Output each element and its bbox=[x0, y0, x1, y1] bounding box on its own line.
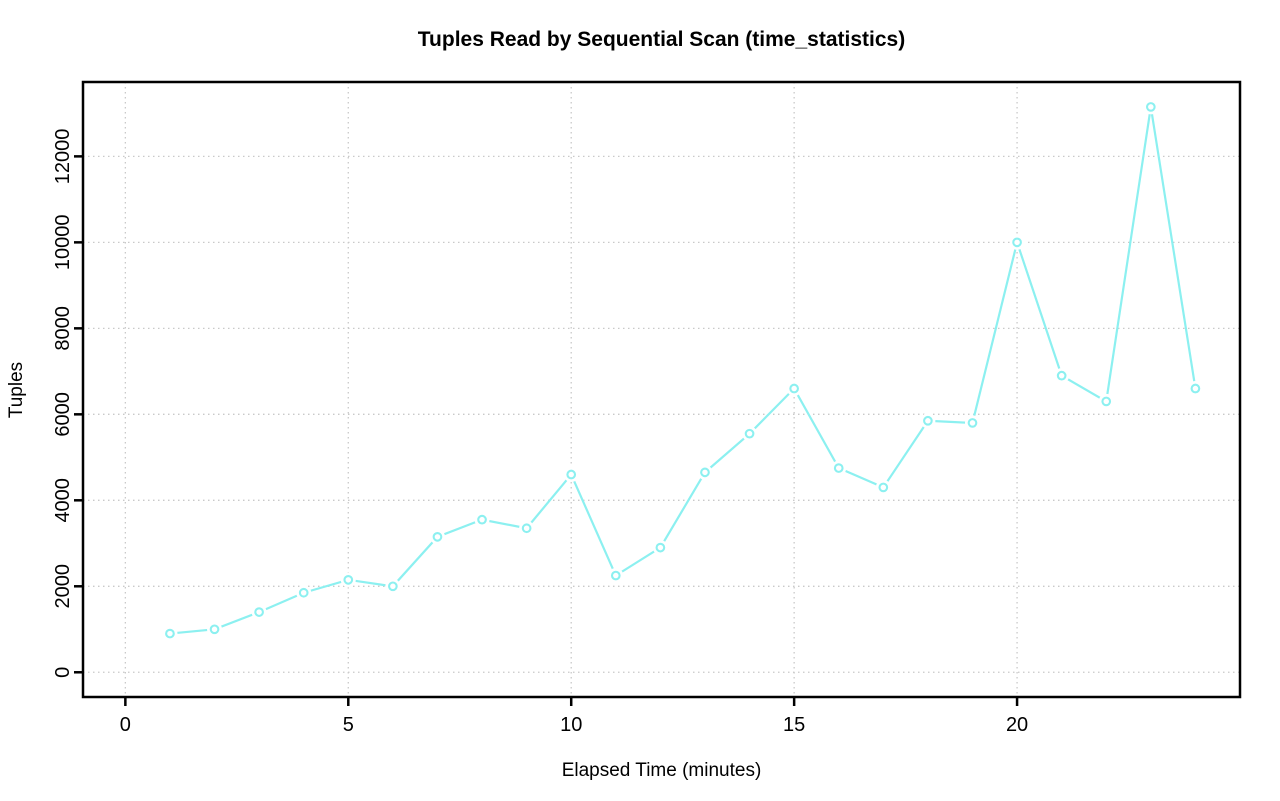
data-point bbox=[967, 418, 978, 428]
data-point bbox=[1190, 383, 1201, 394]
x-tick-label: 10 bbox=[560, 714, 582, 736]
y-tick-label: 8000 bbox=[52, 306, 74, 351]
data-point bbox=[388, 581, 398, 592]
y-tick-label: 12000 bbox=[52, 129, 74, 185]
data-point bbox=[700, 467, 710, 478]
data-point bbox=[343, 574, 354, 585]
data-point bbox=[789, 383, 799, 394]
y-tick-label: 4000 bbox=[52, 478, 74, 523]
data-point bbox=[923, 415, 933, 426]
data-point bbox=[521, 523, 532, 534]
data-point bbox=[209, 624, 220, 635]
y-axis-title: Tuples bbox=[6, 361, 27, 419]
x-tick-label: 5 bbox=[343, 714, 354, 736]
x-tick-label: 20 bbox=[1006, 714, 1028, 736]
data-point bbox=[655, 542, 666, 553]
x-axis-title: Elapsed Time (minutes) bbox=[561, 760, 762, 781]
data-point bbox=[1012, 237, 1022, 248]
data-point bbox=[477, 514, 487, 525]
y-tick-label: 10000 bbox=[52, 215, 74, 271]
data-point bbox=[1056, 370, 1067, 381]
data-point bbox=[254, 607, 264, 617]
data-point bbox=[1101, 396, 1112, 407]
data-point bbox=[833, 463, 844, 473]
data-point bbox=[566, 469, 577, 480]
data-point bbox=[878, 482, 889, 493]
data-point bbox=[744, 428, 755, 439]
data-point bbox=[1145, 102, 1156, 112]
data-point bbox=[165, 628, 175, 639]
y-tick-label: 2000 bbox=[52, 564, 74, 609]
series-line bbox=[169, 106, 1197, 635]
plot-frame bbox=[81, 80, 1242, 699]
data-point bbox=[432, 532, 443, 542]
data-point bbox=[298, 587, 309, 598]
y-tick-label: 6000 bbox=[52, 392, 74, 437]
y-tick-label: 0 bbox=[52, 667, 74, 678]
data-point bbox=[610, 570, 621, 581]
x-tick-label: 15 bbox=[783, 714, 805, 736]
chart-title: Tuples Read by Sequential Scan (time_sta… bbox=[417, 28, 906, 51]
x-tick-label: 0 bbox=[120, 714, 131, 736]
